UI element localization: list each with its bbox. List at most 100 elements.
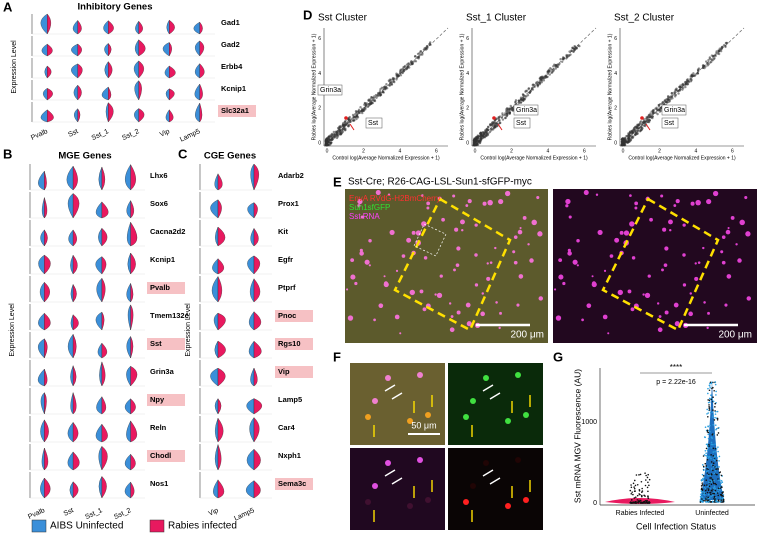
point xyxy=(531,83,534,87)
y-tick-label: 4 xyxy=(318,71,321,77)
point xyxy=(710,443,713,446)
violin-half xyxy=(108,43,112,57)
point xyxy=(712,386,714,389)
point xyxy=(482,131,485,135)
cell xyxy=(385,375,391,381)
point xyxy=(643,494,645,497)
violin-half xyxy=(125,164,131,191)
violin-half xyxy=(217,276,223,303)
point xyxy=(548,73,551,76)
legend-swatch xyxy=(149,519,165,533)
point xyxy=(703,491,706,494)
violin-half xyxy=(70,255,74,275)
roi xyxy=(601,197,720,332)
gene-label: Nos1 xyxy=(150,479,168,488)
point xyxy=(492,124,495,128)
point xyxy=(705,454,707,457)
point xyxy=(379,87,382,91)
point xyxy=(351,117,354,120)
cell xyxy=(576,238,580,243)
violin-half xyxy=(249,278,255,303)
point xyxy=(703,454,706,456)
point xyxy=(639,499,642,502)
violin-half xyxy=(165,88,170,101)
point xyxy=(710,461,713,463)
violin-half xyxy=(138,39,146,57)
cell xyxy=(426,201,431,206)
cell xyxy=(474,223,478,227)
cell xyxy=(631,256,636,260)
gene-label: Kit xyxy=(278,227,289,236)
violin-half xyxy=(95,423,103,443)
point xyxy=(712,464,714,467)
point xyxy=(475,142,479,145)
cell xyxy=(629,194,632,197)
gene-label: Lamp5 xyxy=(278,395,302,404)
point xyxy=(714,482,716,485)
x-axis-label: Control log(Average Normalized Expressio… xyxy=(480,155,588,161)
panel-title: CGE Genes xyxy=(204,151,256,162)
point xyxy=(654,111,658,114)
point xyxy=(390,83,394,86)
cell xyxy=(522,216,527,220)
point xyxy=(476,137,479,140)
arrow xyxy=(489,477,501,485)
violin-half xyxy=(101,311,105,331)
violin-half xyxy=(213,479,219,499)
roi xyxy=(393,197,512,332)
point xyxy=(681,86,685,90)
cell xyxy=(725,229,731,235)
point xyxy=(355,117,358,121)
cell xyxy=(657,327,663,333)
point xyxy=(480,135,483,138)
violin-half xyxy=(253,448,261,471)
cell xyxy=(474,283,479,287)
group-label: Sst_2 xyxy=(121,128,140,142)
point xyxy=(332,130,336,134)
point xyxy=(696,72,700,75)
point xyxy=(568,54,571,57)
violin-half xyxy=(134,108,139,123)
point xyxy=(710,468,713,470)
cell xyxy=(630,307,635,312)
point xyxy=(716,488,719,491)
violin-half xyxy=(69,481,74,499)
violin-half xyxy=(73,84,78,101)
point xyxy=(374,93,378,97)
point xyxy=(641,495,643,498)
point xyxy=(656,112,659,116)
cell xyxy=(682,253,686,257)
violin-half xyxy=(101,446,108,471)
group-label: Sst xyxy=(63,507,75,518)
violin-half xyxy=(214,398,219,415)
annotation-box xyxy=(661,104,687,116)
point xyxy=(353,115,357,119)
point xyxy=(551,70,554,73)
point xyxy=(708,429,710,432)
point xyxy=(399,69,402,72)
point xyxy=(501,118,505,121)
point xyxy=(570,49,573,52)
point xyxy=(714,489,717,492)
point xyxy=(651,110,655,113)
point xyxy=(674,93,678,97)
gene-label: Car4 xyxy=(278,423,296,432)
cell xyxy=(558,274,564,280)
highlight-point xyxy=(344,116,348,120)
violin-half xyxy=(130,304,134,331)
arrow xyxy=(384,384,396,392)
point xyxy=(540,81,543,84)
group-label: Sst_1 xyxy=(84,507,103,521)
cell xyxy=(695,199,701,206)
violin-half xyxy=(169,65,176,79)
violin-half xyxy=(99,361,103,387)
point xyxy=(647,495,649,497)
arrow xyxy=(482,469,494,477)
point xyxy=(701,464,704,466)
violin-half xyxy=(108,61,113,79)
legend-swatch xyxy=(31,519,47,533)
violin-half xyxy=(249,417,255,443)
violin-half xyxy=(138,108,145,123)
point xyxy=(370,101,374,105)
point xyxy=(717,478,719,480)
